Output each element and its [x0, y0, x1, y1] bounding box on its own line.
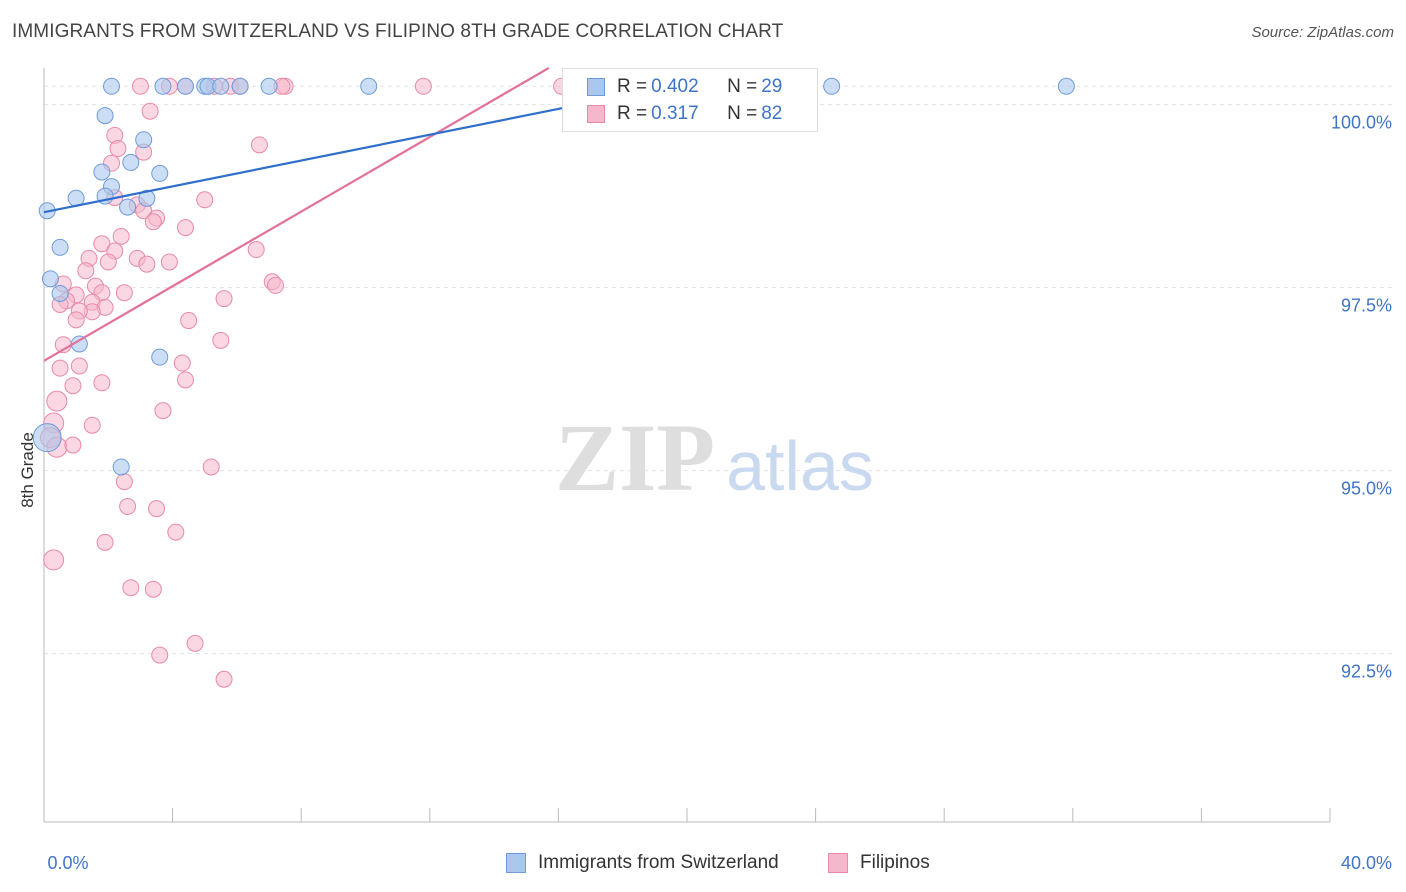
- filipinos-point: [266, 276, 284, 294]
- switzerland-point: [212, 77, 230, 95]
- filipinos-point: [43, 549, 65, 571]
- legend-r-value: 0.402: [651, 76, 699, 97]
- switzerland-point: [260, 77, 278, 95]
- bottom-swatch-pink: [828, 853, 848, 873]
- switzerland-point: [151, 164, 169, 182]
- filipinos-point: [109, 140, 127, 158]
- filipinos-point: [77, 262, 95, 280]
- filipinos-point: [173, 354, 191, 372]
- filipinos-point: [51, 359, 69, 377]
- filipinos-point: [112, 227, 130, 245]
- filipinos-point: [212, 331, 230, 349]
- filipinos-point: [64, 377, 82, 395]
- switzerland-point: [151, 348, 169, 366]
- filipinos-point: [46, 390, 68, 412]
- filipinos-point: [138, 255, 156, 273]
- switzerland-point: [112, 458, 130, 476]
- filipinos-point: [186, 634, 204, 652]
- legend-r-label: R =: [617, 103, 648, 124]
- y-tick-label: 100.0%: [1331, 113, 1392, 133]
- filipinos-point: [414, 77, 432, 95]
- switzerland-point: [231, 77, 249, 95]
- filipinos-point: [160, 253, 178, 271]
- switzerland-point: [103, 77, 121, 95]
- filipinos-point: [122, 579, 140, 597]
- switzerland-point: [1057, 77, 1075, 95]
- filipinos-point: [119, 497, 137, 515]
- switzerland-point: [51, 238, 69, 256]
- switzerland-point: [154, 77, 172, 95]
- legend-r-value: 0.317: [651, 103, 699, 124]
- y-tick-label: 95.0%: [1341, 479, 1392, 499]
- x-tick-label-min: 0.0%: [47, 853, 88, 873]
- legend-r-label: R =: [617, 76, 648, 97]
- filipinos-point: [141, 102, 159, 120]
- legend-n-value: 82: [761, 103, 783, 124]
- legend-swatch-blue: [587, 78, 605, 96]
- switzerland-point: [96, 107, 114, 125]
- legend-row-filipinos: R = 0.317 N = 82: [587, 102, 782, 126]
- legend-n-label: N =: [727, 103, 758, 124]
- chart-title: IMMIGRANTS FROM SWITZERLAND VS FILIPINO …: [12, 21, 784, 42]
- source-credit: Source: ZipAtlas.com: [1251, 24, 1394, 41]
- filipinos-point: [176, 219, 194, 237]
- filipinos-point: [250, 136, 268, 154]
- filipinos-point: [180, 312, 198, 330]
- bottom-swatch-blue: [506, 853, 526, 873]
- filipinos-point: [247, 241, 265, 259]
- bottom-legend-label: Immigrants from Switzerland: [538, 852, 779, 873]
- filipinos-point: [148, 500, 166, 518]
- legend-swatch-pink: [587, 105, 605, 123]
- switzerland-point: [135, 131, 153, 149]
- filipinos-trend-line: [43, 67, 550, 362]
- filipinos-point: [115, 473, 133, 491]
- switzerland-point: [51, 284, 69, 302]
- bottom-legend-label: Filipinos: [860, 852, 930, 873]
- watermark-atlas: atlas: [726, 427, 874, 505]
- switzerland-point: [93, 163, 111, 181]
- switzerland-point: [122, 153, 140, 171]
- y-tick-label: 92.5%: [1341, 662, 1392, 682]
- filipinos-point: [115, 284, 133, 302]
- filipinos-point: [83, 416, 101, 434]
- filipinos-point: [96, 533, 114, 551]
- switzerland-point: [41, 270, 59, 288]
- filipinos-point: [167, 523, 185, 541]
- filipinos-point: [176, 371, 194, 389]
- filipinos-point: [131, 77, 149, 95]
- correlation-legend: R = 0.402 N = 29 R = 0.317 N = 82: [562, 68, 818, 132]
- switzerland-point: [32, 423, 62, 453]
- filipinos-point: [215, 670, 233, 688]
- switzerland-point: [360, 77, 378, 95]
- filipinos-point: [215, 290, 233, 308]
- y-tick-label: 97.5%: [1341, 296, 1392, 316]
- filipinos-point: [99, 253, 117, 271]
- filipinos-point: [67, 311, 85, 329]
- tick-labels: 100.0% 97.5% 95.0% 92.5% 0.0% 40.0%: [47, 113, 1392, 873]
- filipinos-point: [202, 458, 220, 476]
- watermark-zip: ZIP: [555, 404, 715, 511]
- filipinos-point: [70, 357, 88, 375]
- filipinos-point: [144, 580, 162, 598]
- series-filipinos-points: [39, 77, 571, 688]
- filipinos-point: [93, 235, 111, 253]
- legend-n-label: N =: [727, 76, 758, 97]
- legend-row-switzerland: R = 0.402 N = 29: [587, 75, 782, 99]
- filipinos-point: [144, 213, 162, 231]
- bottom-legend-switzerland: Immigrants from Switzerland: [506, 852, 779, 874]
- bottom-legend-filipinos: Filipinos: [828, 852, 930, 874]
- filipinos-point: [196, 191, 214, 209]
- x-tick-label-max: 40.0%: [1341, 853, 1392, 873]
- filipinos-point: [151, 646, 169, 664]
- switzerland-point: [138, 189, 156, 207]
- series-switzerland-points: [32, 77, 1075, 476]
- switzerland-point: [119, 198, 137, 216]
- switzerland-point: [823, 77, 841, 95]
- switzerland-point: [176, 77, 194, 95]
- filipinos-point: [64, 436, 82, 454]
- legend-n-value: 29: [761, 76, 783, 97]
- filipinos-point: [154, 402, 172, 420]
- filipinos-point: [93, 374, 111, 392]
